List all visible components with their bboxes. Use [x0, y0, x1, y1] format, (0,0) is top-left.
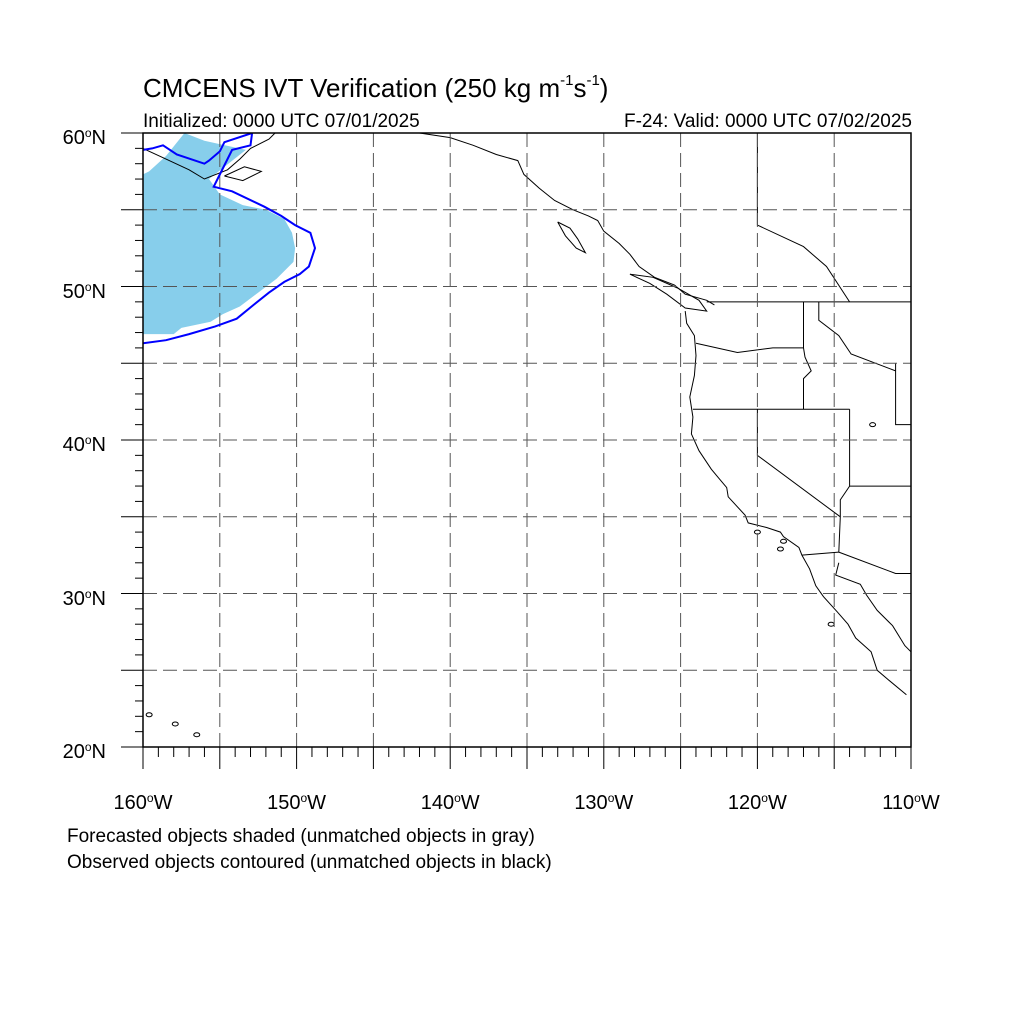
- coastline-segment: [143, 133, 276, 180]
- degree-symbol: o: [84, 279, 92, 294]
- degree-symbol: o: [914, 791, 921, 805]
- init-time-label: Initialized: 0000 UTC 07/01/2025: [143, 111, 420, 132]
- coastline-segment: [557, 221, 587, 254]
- axis-ticks-layer: [121, 132, 912, 769]
- lon-tick-label: 130oW: [544, 786, 664, 815]
- coastline-segment: [801, 551, 839, 556]
- coastline-segment: [895, 363, 911, 426]
- lat-tick-label: 40oN: [0, 428, 106, 457]
- coastline-segment: [756, 409, 841, 518]
- degree-symbol: o: [84, 586, 92, 601]
- tick-number: 130: [574, 792, 608, 814]
- lon-tick-label: 110oW: [851, 786, 971, 815]
- hemisphere-letter: W: [307, 792, 327, 814]
- observed-objects-layer: [143, 133, 317, 345]
- lon-tick-label: 140oW: [390, 786, 510, 815]
- island-outline: [776, 546, 784, 552]
- valid-time-label: F-24: Valid: 0000 UTC 07/02/2025: [624, 111, 912, 132]
- coastline-segment: [319, 133, 715, 306]
- coastline-segment: [818, 301, 896, 372]
- tick-number: 30: [62, 587, 85, 610]
- island-outline: [780, 538, 788, 544]
- tick-number: 110: [882, 792, 915, 814]
- hemisphere-letter: W: [920, 792, 940, 814]
- hemisphere-letter: W: [614, 792, 634, 814]
- hemisphere-letter: N: [91, 280, 106, 303]
- observed-object-contour: [143, 133, 317, 345]
- observed-legend-note: Observed objects contoured (unmatched ob…: [67, 852, 552, 873]
- hemisphere-letter: W: [460, 792, 480, 814]
- hemisphere-letter: N: [91, 587, 106, 610]
- forecast-object: [143, 133, 296, 335]
- island-outline: [171, 721, 179, 727]
- map-title: CMCENS IVT Verification (250 kg m-1s-1): [143, 72, 609, 103]
- degree-symbol: o: [146, 791, 154, 805]
- coastline-segment: [695, 342, 812, 410]
- lat-tick-label: 60oN: [0, 121, 106, 150]
- lon-tick-label: 150oW: [237, 786, 357, 815]
- coastline-segment: [684, 311, 907, 696]
- map-frame: [142, 132, 912, 748]
- tick-number: 150: [267, 792, 301, 814]
- lat-tick-label: 50oN: [0, 275, 106, 304]
- tick-number: 40: [62, 434, 85, 456]
- island-outline: [827, 621, 835, 627]
- degree-symbol: o: [84, 740, 92, 754]
- hemisphere-letter: N: [91, 741, 106, 763]
- island-outline: [145, 712, 153, 718]
- tick-number: 50: [62, 280, 85, 303]
- degree-symbol: o: [607, 791, 615, 805]
- lat-tick-label: 20oN: [0, 735, 106, 764]
- tick-number: 140: [420, 792, 455, 814]
- degree-symbol: o: [761, 791, 768, 805]
- tick-number: 60: [62, 127, 85, 149]
- coastline-segment: [224, 166, 263, 182]
- island-outline: [193, 732, 201, 738]
- coastline-segment: [838, 409, 911, 574]
- lon-tick-label: 160oW: [83, 786, 203, 815]
- hemisphere-letter: N: [91, 127, 106, 149]
- forecast-objects-layer: [143, 133, 296, 335]
- island-outline: [869, 422, 877, 428]
- forecast-legend-note: Forecasted objects shaded (unmatched obj…: [67, 826, 535, 847]
- island-outline: [209, 748, 215, 752]
- hemisphere-letter: N: [91, 434, 106, 456]
- tick-number: 160: [113, 792, 147, 814]
- degree-symbol: o: [84, 433, 92, 447]
- lon-tick-label: 120oW: [697, 786, 817, 815]
- hemisphere-letter: W: [153, 792, 173, 814]
- degree-symbol: o: [454, 791, 461, 805]
- tick-number: 20: [62, 741, 85, 763]
- degree-symbol: o: [84, 126, 92, 140]
- degree-symbol: o: [300, 791, 308, 805]
- coastline-segment: [756, 133, 851, 303]
- coastline-segment: [629, 273, 708, 312]
- coastline-segment: [835, 562, 911, 653]
- hemisphere-letter: W: [767, 792, 787, 814]
- gridlines-layer: [143, 133, 911, 747]
- tick-number: 120: [727, 792, 762, 814]
- lat-tick-label: 30oN: [0, 582, 106, 611]
